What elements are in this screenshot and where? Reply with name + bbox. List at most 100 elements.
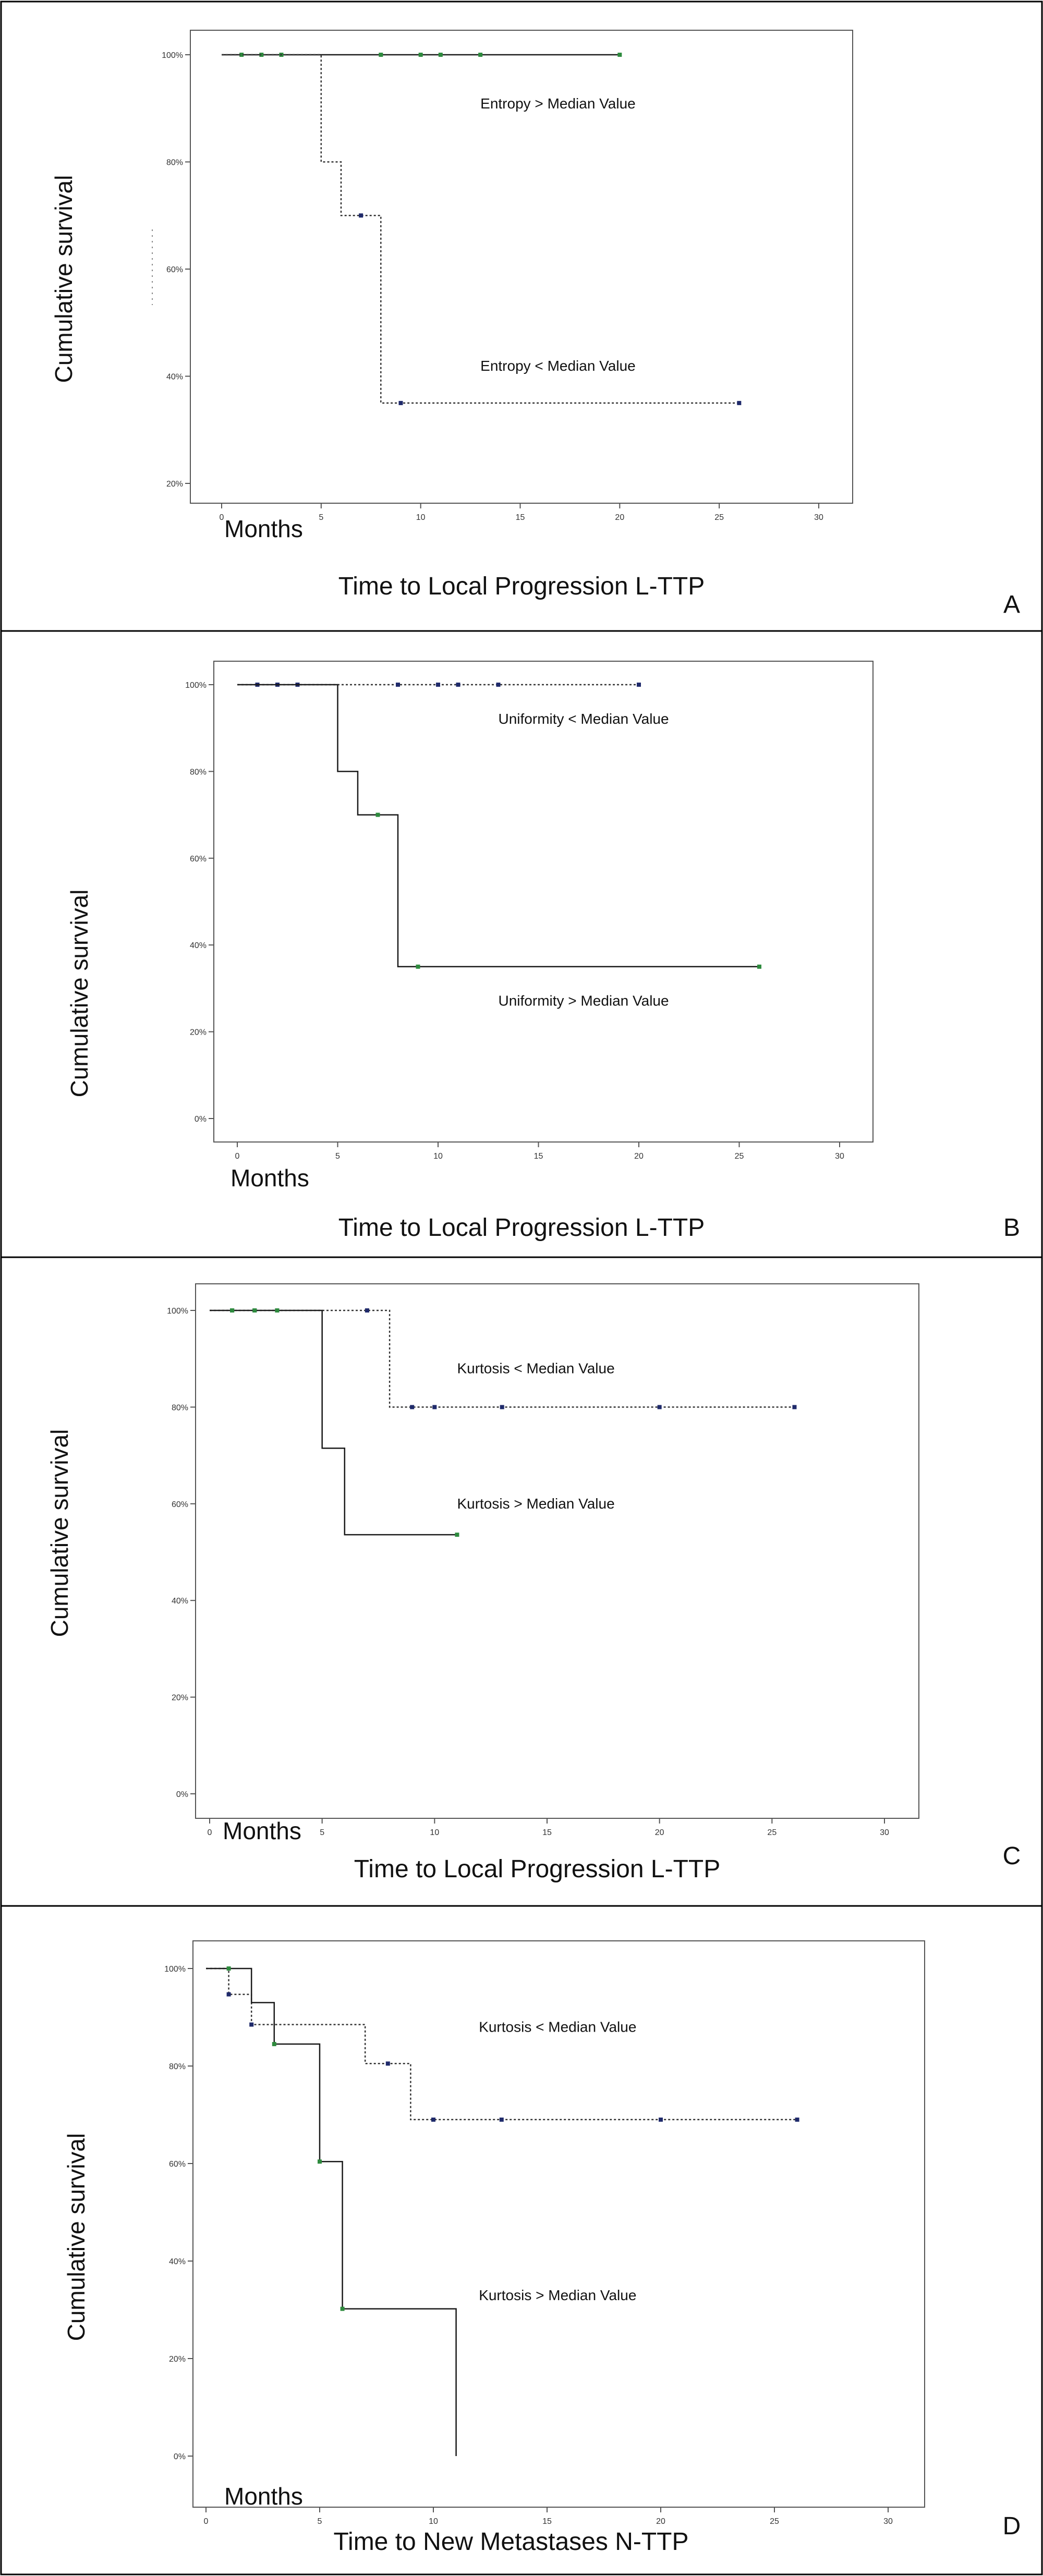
- y-tick-label: 20%: [190, 1028, 207, 1037]
- x-tick-label: 0: [204, 2517, 209, 2526]
- series-label: Entropy < Median Value: [480, 358, 636, 374]
- series-line-1: [222, 54, 739, 404]
- y-tick-label: 40%: [169, 2257, 186, 2266]
- series-label: Uniformity > Median Value: [499, 993, 669, 1009]
- y-tick-label: 100%: [185, 681, 207, 690]
- censor-mark: [385, 2061, 390, 2066]
- panel-c: 0 5 10 15 20 25 30 0% 20% 40% 60% 80% 100% Cumulative…: [0, 1256, 1043, 1907]
- x-tick-label: 0: [220, 513, 224, 522]
- panel-letter: B: [1003, 1214, 1020, 1242]
- x-tick-label: 10: [416, 513, 426, 522]
- x-tick-label: 25: [714, 513, 724, 522]
- panel-letter: D: [1003, 2512, 1021, 2540]
- y-tick-label: 0%: [176, 1790, 188, 1799]
- y-tick-label: 60%: [190, 855, 207, 864]
- x-tick-label: 25: [767, 1828, 777, 1837]
- y-tick-label: 60%: [172, 1500, 188, 1509]
- y-tick-label: 20%: [166, 480, 183, 489]
- y-tick-label: 0%: [195, 1115, 207, 1124]
- censor-mark: [239, 53, 244, 57]
- x-axis-title: Time to Local Progression L-TTP: [338, 573, 705, 600]
- x-tick-label: 5: [320, 1828, 324, 1837]
- censor-mark: [375, 812, 380, 817]
- x-tick-label: 15: [534, 1152, 543, 1161]
- y-axis-title: Cumulative survival: [46, 1429, 73, 1637]
- censor-mark: [659, 2117, 663, 2122]
- panel-letter: A: [1003, 591, 1020, 618]
- series-line-0: [210, 1309, 795, 1408]
- x-tick-label: 10: [430, 1828, 439, 1837]
- y-tick-label: 80%: [172, 1403, 188, 1412]
- censor-mark: [226, 1966, 231, 1971]
- censor-mark: [500, 1405, 504, 1409]
- plot-area: [213, 661, 874, 1143]
- y-axis-title: Cumulative survival: [63, 2133, 90, 2341]
- censor-mark: [737, 400, 742, 405]
- censor-mark: [436, 683, 440, 687]
- censor-mark: [757, 964, 761, 969]
- y-tick-label: 80%: [190, 768, 207, 776]
- panel-frame: [0, 1905, 1043, 2575]
- x-tick-label: 5: [335, 1152, 340, 1161]
- censor-mark: [340, 2306, 345, 2311]
- y-tick-label: 80%: [166, 159, 183, 167]
- y-tick-label: 100%: [164, 1965, 186, 1974]
- x-tick-label: 10: [429, 2517, 438, 2526]
- censor-mark: [438, 53, 443, 57]
- series-line-1: [206, 1967, 457, 2456]
- y-tick-label: 20%: [172, 1694, 188, 1703]
- plot-area: [195, 1283, 919, 1819]
- censor-mark: [637, 683, 641, 687]
- x-tick-label: 20: [655, 1828, 664, 1837]
- x-tick-label: 20: [615, 513, 624, 522]
- plot-area: [190, 30, 853, 504]
- censor-mark: [272, 2042, 276, 2046]
- y-tick-label: 40%: [172, 1597, 188, 1606]
- x-tick-label: 20: [656, 2517, 665, 2526]
- x-tick-label: 5: [319, 513, 323, 522]
- censor-mark: [230, 1308, 235, 1313]
- y-tick-label: 0%: [174, 2452, 186, 2461]
- y-tick-label: 80%: [169, 2062, 186, 2071]
- y-tick-label: 40%: [166, 373, 183, 382]
- y-tick-label: 20%: [169, 2355, 186, 2364]
- censor-mark: [416, 964, 420, 969]
- x-tick-label: 20: [634, 1152, 644, 1161]
- months-label: Months: [224, 515, 303, 542]
- x-axis-title: Time to New Metastases N-TTP: [333, 2528, 688, 2556]
- series-label: Kurtosis > Median Value: [479, 2287, 636, 2303]
- y-tick-label: 60%: [166, 265, 183, 274]
- censor-mark: [379, 53, 383, 57]
- y-axis-title: Cumulative survival: [66, 890, 93, 1098]
- x-tick-label: 15: [542, 2517, 552, 2526]
- censor-mark: [396, 683, 400, 687]
- censor-mark: [249, 2022, 254, 2027]
- x-tick-label: 25: [770, 2517, 779, 2526]
- censor-mark: [418, 53, 423, 57]
- censor-mark: [792, 1405, 797, 1409]
- panel-d: 0 5 10 15 20 25 30 0% 20% 40% 60% 80% 100% Cumulative…: [0, 1905, 1043, 2575]
- months-label: Months: [231, 1164, 309, 1192]
- x-tick-label: 0: [208, 1828, 212, 1837]
- censor-mark: [499, 2117, 504, 2122]
- plot-area: [192, 1940, 925, 2508]
- censor-mark: [455, 1533, 459, 1537]
- y-tick-label: 100%: [162, 51, 183, 60]
- series-line-1: [210, 1309, 457, 1536]
- y-axis-title: Cumulative survival: [50, 175, 77, 383]
- x-tick-label: 0: [235, 1152, 240, 1161]
- censor-mark: [431, 2117, 435, 2122]
- x-tick-label: 10: [433, 1152, 443, 1161]
- x-axis-title: Time to Local Progression L-TTP: [338, 1214, 705, 1242]
- x-tick-label: 30: [880, 1828, 889, 1837]
- censor-mark: [259, 53, 264, 57]
- censor-mark: [410, 1405, 415, 1409]
- x-tick-label: 30: [883, 2517, 893, 2526]
- series-label: Kurtosis < Median Value: [479, 2019, 636, 2035]
- x-tick-label: 15: [516, 513, 525, 522]
- y-tick-label: 60%: [169, 2160, 186, 2169]
- censor-mark: [795, 2117, 799, 2122]
- panel-b: 0 5 10 15 20 25 30 0% 20% 40% 60% 80% 100% Cumulative…: [0, 630, 1043, 1258]
- x-tick-label: 25: [735, 1152, 744, 1161]
